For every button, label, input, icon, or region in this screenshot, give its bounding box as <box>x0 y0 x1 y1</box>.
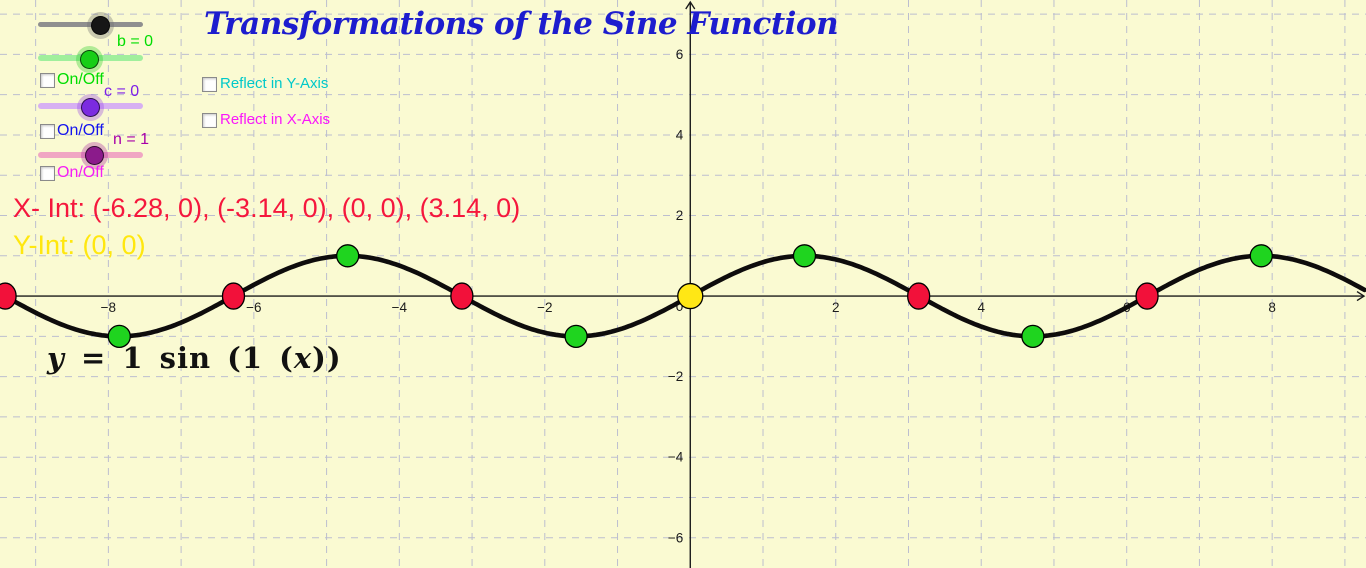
y-tick-label: 6 <box>676 47 684 62</box>
curve-point-x-intercept[interactable] <box>221 282 246 310</box>
y-tick-label: −4 <box>668 450 684 465</box>
reflect-x-checkbox[interactable] <box>202 113 217 128</box>
onoff-checkbox-n[interactable] <box>40 166 55 181</box>
slider-b-knob[interactable] <box>80 50 99 69</box>
onoff-label-n: On/Off <box>57 164 104 181</box>
page-title: Transformations of the Sine Function <box>204 6 839 42</box>
slider-b-label: b = 0 <box>117 33 154 50</box>
curve-point-x-intercept[interactable] <box>907 282 931 310</box>
reflect-x-label: Reflect in X-Axis <box>220 111 331 128</box>
y-intercept-text: Y-Int: (0, 0) <box>13 230 146 260</box>
curve-point-minimum[interactable] <box>107 324 131 349</box>
y-tick-label: −6 <box>668 530 683 545</box>
equation-y: y <box>47 341 65 375</box>
y-axis-arrow <box>685 0 696 10</box>
x-tick-label: −4 <box>392 300 408 315</box>
x-tick-label: 8 <box>1268 300 1276 315</box>
curve-point-minimum[interactable] <box>564 324 588 349</box>
slider-n-label: n = 1 <box>113 131 150 148</box>
equation-x: x <box>293 341 313 375</box>
equation-mid: = 1 sin (1 ( <box>64 341 294 375</box>
slider-a-knob[interactable] <box>91 16 110 35</box>
slider-a-track[interactable] <box>38 22 143 27</box>
slider-c-knob[interactable] <box>81 98 100 117</box>
origin-label: 0 <box>676 299 684 314</box>
x-tick-label: −6 <box>246 300 261 315</box>
onoff-label-c: On/Off <box>57 122 104 139</box>
y-tick-label: 4 <box>676 127 684 142</box>
x-intercepts-text: X- Int: (-6.28, 0), (-3.14, 0), (0, 0), … <box>13 193 521 223</box>
y-tick-label: 2 <box>676 208 684 223</box>
equation-label: y = 1 sin (1 (x)) <box>47 341 342 375</box>
curve-point-x-intercept[interactable] <box>450 282 474 310</box>
x-tick-label: −2 <box>537 300 552 315</box>
curve-point-x-intercept[interactable] <box>0 282 17 310</box>
y-tick-label: −2 <box>668 369 683 384</box>
slider-n-knob[interactable] <box>85 146 104 165</box>
curve-point-x-intercept[interactable] <box>1135 282 1159 310</box>
reflect-y-label: Reflect in Y-Axis <box>220 75 329 92</box>
onoff-label-b: On/Off <box>57 71 104 88</box>
curve-point-maximum[interactable] <box>1249 244 1273 268</box>
onoff-checkbox-c[interactable] <box>40 124 55 139</box>
x-axis-arrow <box>1356 290 1366 302</box>
curve-point-maximum[interactable] <box>792 244 817 268</box>
equation-end: )) <box>312 341 342 375</box>
x-tick-label: −8 <box>101 300 116 315</box>
curve-point-maximum[interactable] <box>336 244 360 268</box>
reflect-y-checkbox[interactable] <box>202 77 217 92</box>
curve-point-y-intercept[interactable] <box>677 282 704 310</box>
x-tick-label: 2 <box>832 300 840 315</box>
curve-point-minimum[interactable] <box>1021 324 1045 349</box>
onoff-checkbox-b[interactable] <box>40 73 55 88</box>
x-tick-label: 4 <box>977 300 985 315</box>
slider-c-label: c = 0 <box>104 83 140 100</box>
